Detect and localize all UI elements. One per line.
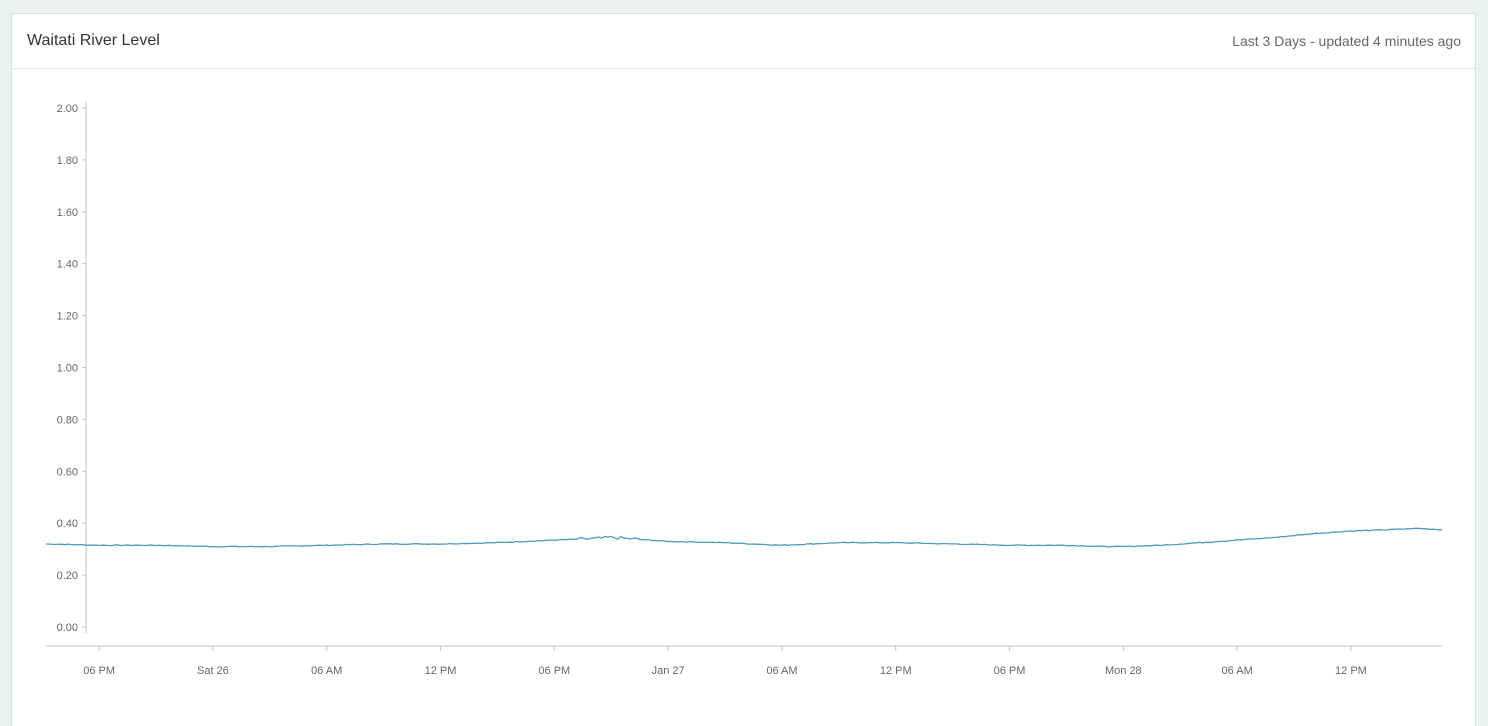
x-tick-label: Sat 26 [197,665,229,677]
y-tick-label: 0.60 [57,466,78,478]
y-tick-label: 1.40 [57,259,78,271]
y-tick-label: 0.80 [57,414,78,426]
y-tick-label: 1.20 [57,311,78,323]
panel-title: Waitati River Level [27,32,160,49]
x-tick-label: 12 PM [880,665,912,677]
y-axis: 0.00 0.20 0.40 0.60 0.80 1.00 1.20 1.40 1.60 1.80… [57,102,87,634]
y-tick-label: 1.60 [57,207,78,219]
x-tick-label: 06 AM [311,665,342,677]
y-tick-label: 0.20 [57,570,78,582]
plot-area [46,527,1443,548]
x-tick-label: 06 PM [994,665,1026,677]
y-tick-label: 2.00 [57,103,78,115]
x-tick-label: 06 PM [538,665,570,677]
x-tick-label: 12 PM [425,665,457,677]
y-tick-label: 1.00 [57,363,78,375]
chart-panel: Waitati River Level Last 3 Days - update… [11,13,1476,726]
panel-header: Waitati River Level Last 3 Days - update… [12,14,1475,69]
x-tick-label: 06 AM [766,665,797,677]
panel-subtitle: Last 3 Days - updated 4 minutes ago [1232,33,1461,49]
x-tick-label: Mon 28 [1105,665,1142,677]
x-axis: 06 PM Sat 26 06 AM 12 PM 06 PM Jan 27 06 AM 12 … [46,645,1442,677]
x-tick-label: 12 PM [1335,665,1367,677]
series-line [46,527,1443,548]
x-tick-label: Jan 27 [652,665,685,677]
y-tick-label: 1.80 [57,155,78,167]
x-tick-label: 06 PM [83,665,115,677]
y-tick-label: 0.00 [57,622,78,634]
y-tick-label: 0.40 [57,518,78,530]
x-tick-label: 06 AM [1222,665,1253,677]
